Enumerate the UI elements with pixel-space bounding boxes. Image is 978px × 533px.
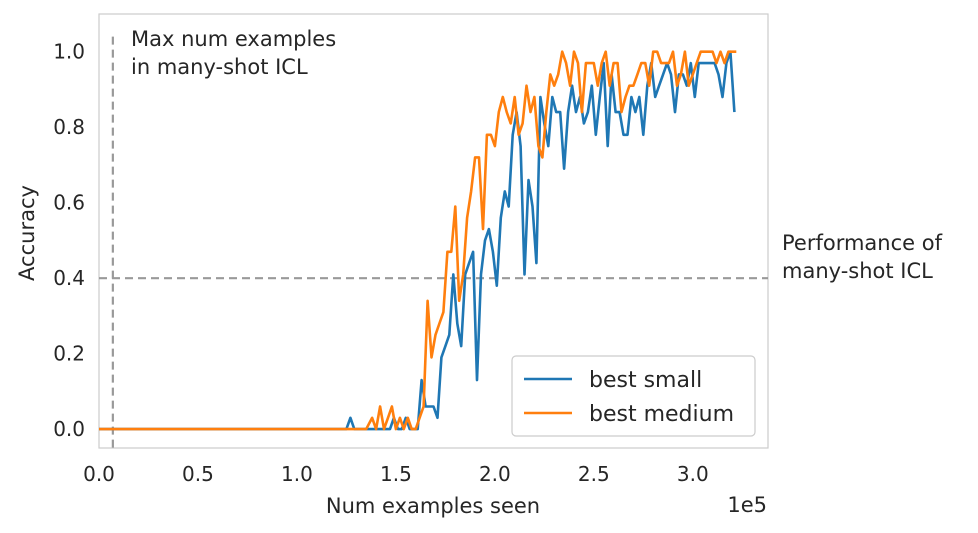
x-tick-label: 0.5 bbox=[182, 462, 214, 486]
vline-annotation-line-2: in many-shot ICL bbox=[131, 55, 308, 79]
x-tick-label: 1.0 bbox=[281, 462, 313, 486]
series-layer bbox=[99, 50, 737, 431]
legend-label-best-medium: best medium bbox=[589, 402, 734, 427]
y-tick-label: 0.0 bbox=[53, 417, 85, 441]
vline-annotation-line-1: Max num examples bbox=[131, 27, 336, 51]
y-tick-label: 0.8 bbox=[53, 115, 85, 139]
y-tick-label: 0.4 bbox=[53, 266, 85, 290]
legend-box bbox=[511, 355, 756, 437]
reference-lines bbox=[99, 36, 768, 448]
y-tick-label: 0.6 bbox=[53, 191, 85, 215]
series-line-best-medium bbox=[99, 50, 737, 431]
x-tick-label: 0.0 bbox=[83, 462, 115, 486]
x-tick-label: 2.0 bbox=[479, 462, 511, 486]
y-tick-label: 0.2 bbox=[53, 342, 85, 366]
y-tick-label: 1.0 bbox=[53, 40, 85, 64]
hline-annotation-line-1: Performance of bbox=[782, 231, 943, 255]
x-tick-label: 3.0 bbox=[677, 462, 709, 486]
y-axis-label: Accuracy bbox=[15, 185, 39, 281]
series-line-best-small bbox=[99, 50, 736, 431]
x-tick-label: 2.5 bbox=[578, 462, 610, 486]
x-axis-ticks: 0.0 0.5 1.0 1.5 2.0 2.5 3.0 bbox=[83, 462, 709, 486]
y-axis-ticks: 0.0 0.2 0.4 0.6 0.8 1.0 bbox=[53, 40, 85, 441]
x-tick-label: 1.5 bbox=[380, 462, 412, 486]
x-axis-label: Num examples seen bbox=[326, 494, 540, 518]
legend-label-best-small: best small bbox=[589, 368, 702, 393]
hline-annotation-line-2: many-shot ICL bbox=[782, 259, 933, 283]
x-offset-label: 1e5 bbox=[727, 493, 767, 517]
legend: best small best medium bbox=[511, 355, 756, 437]
